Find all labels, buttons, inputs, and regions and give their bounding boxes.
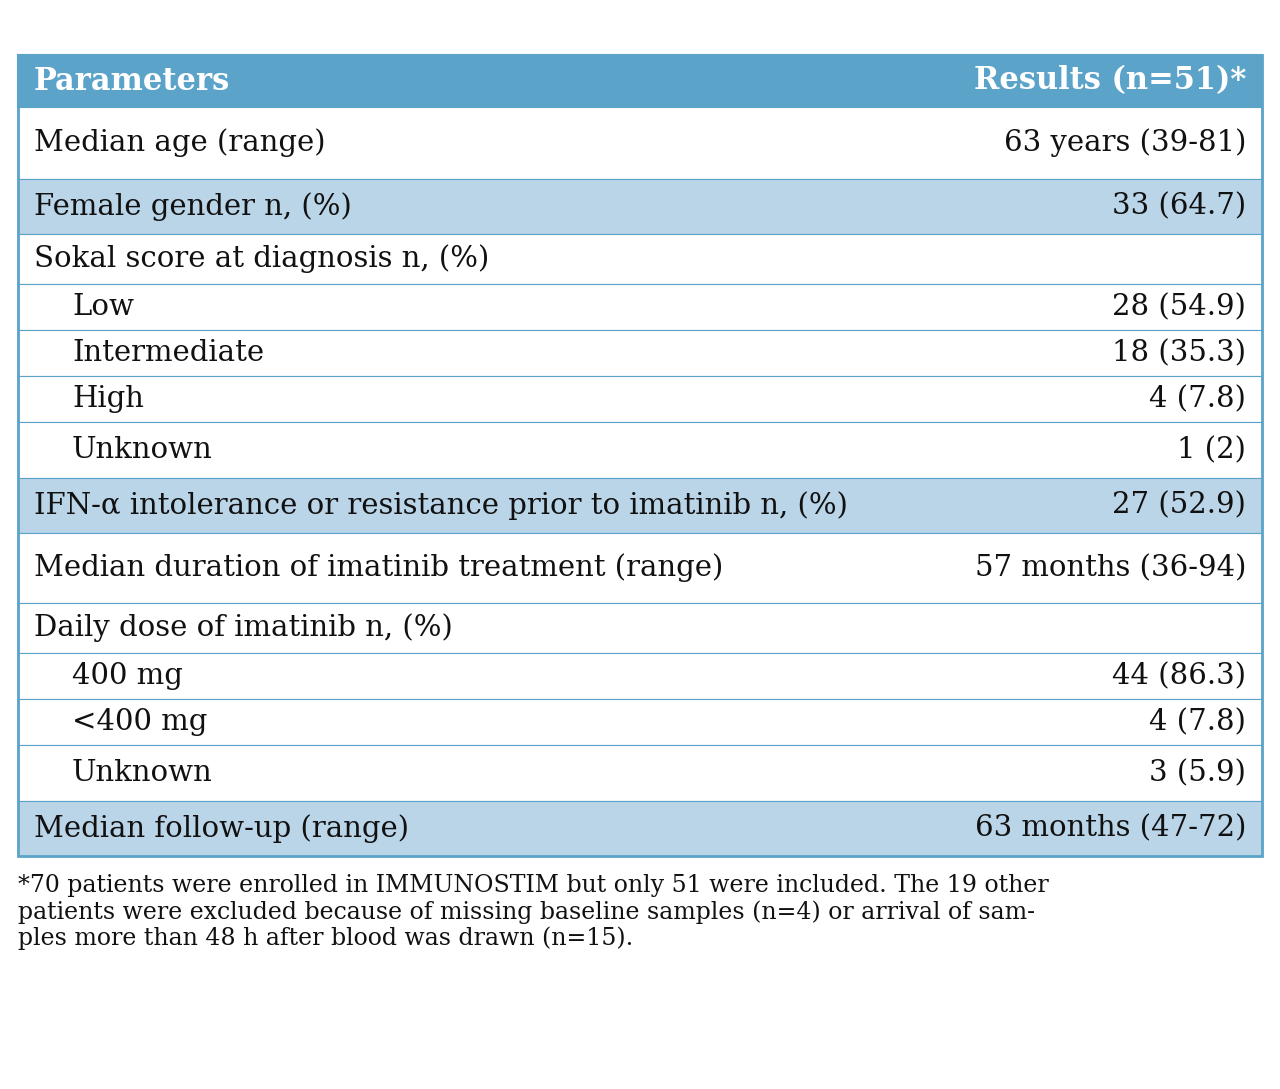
Text: High: High	[72, 386, 143, 413]
Bar	[18, 745, 1262, 802]
Bar	[18, 56, 1262, 856]
Bar	[18, 107, 1262, 179]
Text: Parameters: Parameters	[35, 65, 230, 97]
Text: Low: Low	[72, 293, 134, 321]
Bar	[18, 802, 1262, 856]
Text: 33 (64.7): 33 (64.7)	[1112, 193, 1245, 220]
Bar	[18, 653, 1262, 699]
Text: 63 years (39-81): 63 years (39-81)	[1004, 129, 1245, 158]
Text: 18 (35.3): 18 (35.3)	[1112, 339, 1245, 367]
Text: 4 (7.8): 4 (7.8)	[1149, 708, 1245, 736]
Text: 63 months (47-72): 63 months (47-72)	[974, 815, 1245, 843]
Text: IFN-α intolerance or resistance prior to imatinib n, (%): IFN-α intolerance or resistance prior to…	[35, 491, 847, 519]
Text: 3 (5.9): 3 (5.9)	[1149, 759, 1245, 787]
Text: Median follow-up (range): Median follow-up (range)	[35, 815, 410, 843]
Text: 27 (52.9): 27 (52.9)	[1112, 491, 1245, 519]
Bar	[18, 284, 1262, 330]
Text: Unknown: Unknown	[72, 759, 212, 787]
Bar	[18, 423, 1262, 478]
Bar	[18, 234, 1262, 284]
Bar	[18, 478, 1262, 533]
Bar	[18, 330, 1262, 376]
Text: 400 mg: 400 mg	[72, 662, 183, 690]
Text: 57 months (36-94): 57 months (36-94)	[974, 554, 1245, 582]
Text: 28 (54.9): 28 (54.9)	[1112, 293, 1245, 321]
Bar	[18, 56, 1262, 107]
Text: Daily dose of imatinib n, (%): Daily dose of imatinib n, (%)	[35, 613, 453, 643]
Text: 4 (7.8): 4 (7.8)	[1149, 386, 1245, 413]
Text: Results (n=51)*: Results (n=51)*	[974, 65, 1245, 97]
Text: <400 mg: <400 mg	[72, 708, 207, 736]
Bar	[18, 179, 1262, 234]
Text: Sokal score at diagnosis n, (%): Sokal score at diagnosis n, (%)	[35, 245, 489, 273]
Text: 1 (2): 1 (2)	[1178, 436, 1245, 464]
Text: 44 (86.3): 44 (86.3)	[1112, 662, 1245, 690]
Text: Unknown: Unknown	[72, 436, 212, 464]
Text: ples more than 48 h after blood was drawn (n=15).: ples more than 48 h after blood was draw…	[18, 926, 634, 950]
Text: *70 patients were enrolled in IMMUNOSTIM but only 51 were included. The 19 other: *70 patients were enrolled in IMMUNOSTIM…	[18, 874, 1048, 897]
Text: Female gender n, (%): Female gender n, (%)	[35, 192, 352, 221]
Text: Median age (range): Median age (range)	[35, 129, 325, 158]
Bar	[18, 603, 1262, 653]
Text: Intermediate: Intermediate	[72, 339, 264, 367]
Text: Median duration of imatinib treatment (range): Median duration of imatinib treatment (r…	[35, 553, 723, 583]
Bar	[18, 699, 1262, 745]
Bar	[18, 533, 1262, 603]
Bar	[18, 376, 1262, 423]
Text: patients were excluded because of missing baseline samples (n=4) or arrival of s: patients were excluded because of missin…	[18, 900, 1036, 923]
